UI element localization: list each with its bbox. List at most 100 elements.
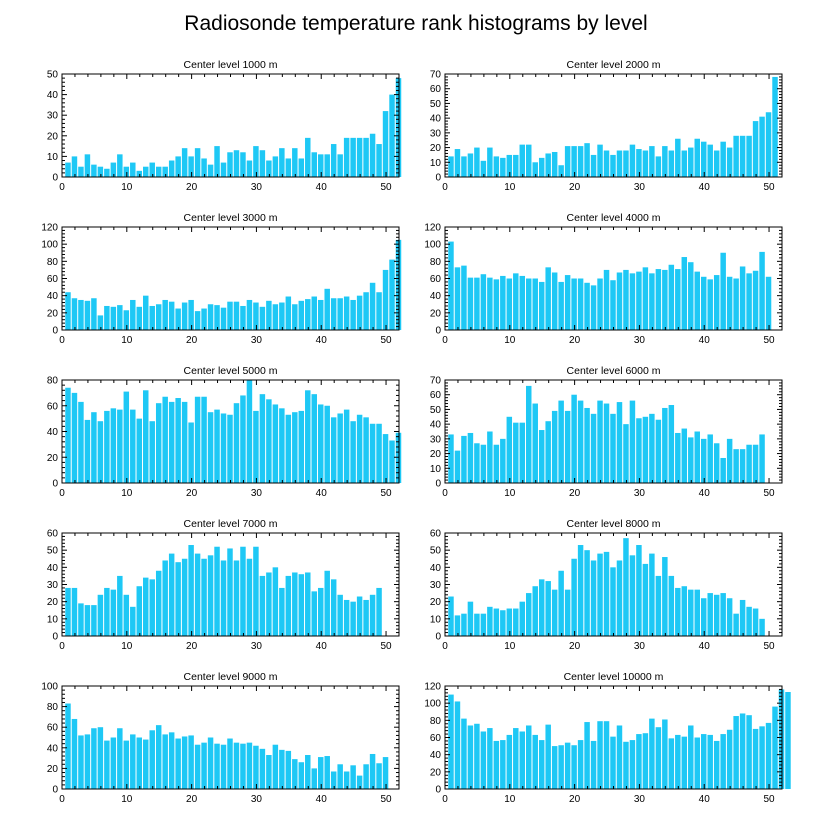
histogram-bar bbox=[285, 750, 292, 789]
histogram-bar bbox=[467, 601, 474, 636]
histogram-bar bbox=[467, 277, 474, 330]
histogram-bar bbox=[739, 135, 746, 177]
panel: Center level 2000 m 0 10 20 30 40 50 0 10 20 30 40 5… bbox=[430, 59, 783, 193]
histogram-bar bbox=[168, 160, 175, 177]
histogram-bar bbox=[130, 606, 136, 636]
histogram-bar bbox=[369, 753, 376, 789]
histogram-bar bbox=[480, 731, 487, 789]
histogram-bar bbox=[155, 403, 162, 483]
histogram-bar bbox=[688, 725, 694, 789]
histogram-bar bbox=[752, 608, 759, 636]
histogram-bar bbox=[668, 575, 675, 636]
y-tick-label: 0 bbox=[435, 632, 441, 643]
histogram-bar bbox=[194, 744, 201, 789]
histogram-bar bbox=[772, 76, 778, 177]
histogram-bar bbox=[194, 553, 201, 636]
histogram-bar bbox=[519, 144, 526, 177]
histogram-bar bbox=[681, 736, 688, 789]
histogram-bar bbox=[369, 133, 376, 177]
histogram-bar bbox=[324, 405, 330, 483]
histogram-bar bbox=[480, 613, 487, 636]
histogram-bar bbox=[526, 278, 532, 330]
histogram-bar bbox=[571, 394, 577, 483]
x-tick-label: 0 bbox=[442, 335, 448, 346]
histogram-bar bbox=[175, 308, 181, 330]
histogram-bar bbox=[382, 111, 389, 177]
histogram-bar bbox=[363, 292, 369, 330]
histogram-bar bbox=[214, 743, 220, 789]
histogram-bar bbox=[305, 137, 311, 177]
histogram-bar bbox=[629, 273, 636, 330]
histogram-bar bbox=[214, 305, 220, 330]
histogram-bar bbox=[577, 278, 584, 330]
histogram-bar bbox=[694, 737, 700, 789]
histogram-bar bbox=[253, 146, 259, 177]
histogram-bar bbox=[324, 756, 330, 789]
x-tick-label: 30 bbox=[251, 794, 263, 805]
histogram-bar bbox=[675, 138, 681, 177]
y-tick-label: 60 bbox=[47, 529, 59, 540]
histogram-bar bbox=[733, 449, 739, 483]
histogram-bar bbox=[311, 591, 317, 636]
histogram-bar bbox=[519, 731, 526, 789]
histogram-bar bbox=[642, 150, 649, 177]
histogram-bar bbox=[707, 593, 713, 636]
histogram-bar bbox=[130, 409, 136, 483]
histogram-bar bbox=[337, 594, 343, 636]
histogram-bar bbox=[356, 596, 363, 636]
histogram-bar bbox=[590, 560, 597, 636]
histogram-bar bbox=[467, 432, 474, 483]
histogram-bar bbox=[597, 721, 603, 789]
histogram-bar bbox=[584, 282, 590, 330]
histogram-bar bbox=[84, 419, 91, 483]
histogram-bar bbox=[324, 570, 330, 636]
histogram-bar bbox=[220, 744, 227, 789]
histogram-bar bbox=[292, 572, 298, 636]
histogram-bar bbox=[337, 154, 343, 177]
histogram-bar bbox=[577, 740, 584, 789]
histogram-bar bbox=[376, 763, 382, 789]
histogram-bar bbox=[480, 160, 487, 177]
histogram-bar bbox=[551, 746, 558, 789]
histogram-bar bbox=[700, 734, 707, 789]
histogram-bar bbox=[311, 152, 317, 177]
histogram-bar bbox=[382, 757, 389, 789]
histogram-bar bbox=[311, 394, 317, 483]
histogram-bar bbox=[123, 310, 130, 330]
histogram-bar bbox=[168, 553, 175, 636]
histogram-bar bbox=[785, 692, 791, 789]
panel-title: Center level 1000 m bbox=[184, 59, 278, 71]
x-tick-label: 10 bbox=[504, 794, 516, 805]
histogram-bar bbox=[571, 558, 577, 636]
histogram-bar bbox=[636, 418, 642, 483]
y-tick-label: 0 bbox=[435, 479, 441, 490]
histogram-bar bbox=[558, 281, 564, 330]
histogram-bar bbox=[668, 738, 675, 789]
histogram-bar bbox=[733, 716, 739, 789]
y-tick-label: 50 bbox=[47, 546, 59, 557]
histogram-bar bbox=[623, 424, 629, 483]
x-tick-label: 0 bbox=[59, 794, 65, 805]
histogram-bar bbox=[713, 443, 720, 483]
histogram-bar bbox=[97, 315, 104, 330]
histogram-bar bbox=[240, 743, 246, 789]
histogram-bar bbox=[162, 734, 168, 789]
panel-title: Center level 2000 m bbox=[567, 59, 661, 71]
y-tick-label: 40 bbox=[47, 291, 59, 302]
panel: Center level 5000 m 0 10 20 30 40 50 0 20 40 60 80 bbox=[47, 365, 402, 499]
histogram-bar bbox=[285, 414, 292, 483]
histogram-bar bbox=[538, 740, 545, 789]
histogram-bar bbox=[558, 400, 564, 483]
histogram-bar bbox=[65, 292, 71, 330]
histogram-bar bbox=[720, 252, 726, 330]
histogram-bar bbox=[739, 449, 746, 483]
histogram-bar bbox=[376, 423, 382, 483]
histogram-bar bbox=[519, 422, 526, 483]
histogram-bar bbox=[143, 577, 149, 636]
histogram-bar bbox=[220, 413, 227, 483]
y-tick-label: 60 bbox=[430, 274, 442, 285]
histogram-bar bbox=[123, 740, 130, 789]
histogram-bar bbox=[461, 265, 467, 331]
histogram-bar bbox=[207, 555, 214, 636]
histogram-bar bbox=[700, 276, 707, 330]
